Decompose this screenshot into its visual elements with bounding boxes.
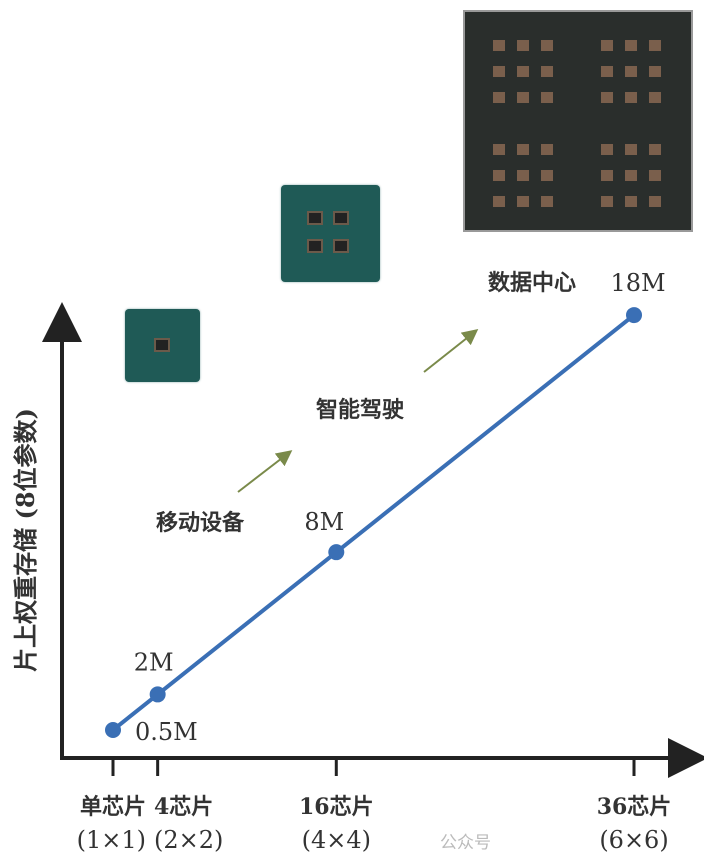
wafer-die	[601, 196, 613, 207]
wafer-die	[601, 40, 613, 51]
wafer-die	[625, 66, 637, 77]
four-chip-image	[281, 185, 380, 282]
x-tick-label: 36芯片	[597, 794, 672, 820]
wafer-die	[601, 66, 613, 77]
data-label: 18M	[610, 269, 665, 297]
x-tick-label: 单芯片	[80, 794, 146, 820]
wafer-die	[541, 40, 553, 51]
wafer-die	[541, 66, 553, 77]
data-label: 8M	[304, 508, 344, 536]
wafer-die	[649, 40, 661, 51]
annotation-arrow-driving	[423, 329, 479, 373]
annotation-mobile: 移动设备	[156, 510, 245, 536]
thirty-six-chip-image	[463, 10, 693, 232]
wafer-die	[517, 144, 529, 155]
wafer-die	[541, 92, 553, 103]
annotation-arrow-mobile	[237, 450, 293, 493]
wafer-die	[493, 144, 505, 155]
wafer-die	[493, 66, 505, 77]
wafer-die	[625, 196, 637, 207]
wafer-die	[493, 92, 505, 103]
annotation-driving: 智能驾驶	[316, 397, 404, 423]
x-tick-label: (6×6)	[599, 826, 668, 854]
x-tick-label: 4芯片	[154, 794, 213, 820]
wafer-die	[625, 144, 637, 155]
wafer-die	[517, 66, 529, 77]
wafer-die	[649, 196, 661, 207]
wafer-die	[493, 40, 505, 51]
data-point	[626, 307, 643, 324]
wafer-die	[517, 40, 529, 51]
wafer-die	[541, 170, 553, 181]
single-chip-image	[125, 309, 200, 382]
x-tick-label: 16芯片	[299, 794, 374, 820]
series-line	[111, 313, 636, 732]
wafer-die	[601, 170, 613, 181]
wafer-die	[493, 196, 505, 207]
data-label: 2M	[134, 648, 174, 676]
wafer-die	[541, 196, 553, 207]
x-tick-label: (4×4)	[302, 826, 371, 854]
wafer-die	[517, 196, 529, 207]
x-tick-label: (1×1)	[77, 826, 146, 854]
wafer-die	[625, 92, 637, 103]
wafer-die	[517, 92, 529, 103]
wafer-die	[625, 170, 637, 181]
data-point	[149, 686, 166, 703]
wafer-die	[601, 92, 613, 103]
wafer-die	[625, 40, 637, 51]
data-point	[328, 544, 345, 561]
wafer-die	[649, 170, 661, 181]
annotation-datacenter: 数据中心	[488, 270, 576, 296]
wafer-die	[649, 144, 661, 155]
data-point	[105, 722, 121, 738]
x-tick-label: (2×2)	[154, 826, 223, 854]
wafer-die	[517, 170, 529, 181]
wafer-die	[493, 170, 505, 181]
wafer-die	[649, 92, 661, 103]
y-axis-label: 片上权重存储 (8位参数)	[11, 408, 40, 672]
wafer-die	[601, 144, 613, 155]
watermark: 公众号	[440, 833, 491, 853]
data-label: 0.5M	[135, 718, 198, 746]
wafer-die	[649, 66, 661, 77]
wafer-die	[541, 144, 553, 155]
